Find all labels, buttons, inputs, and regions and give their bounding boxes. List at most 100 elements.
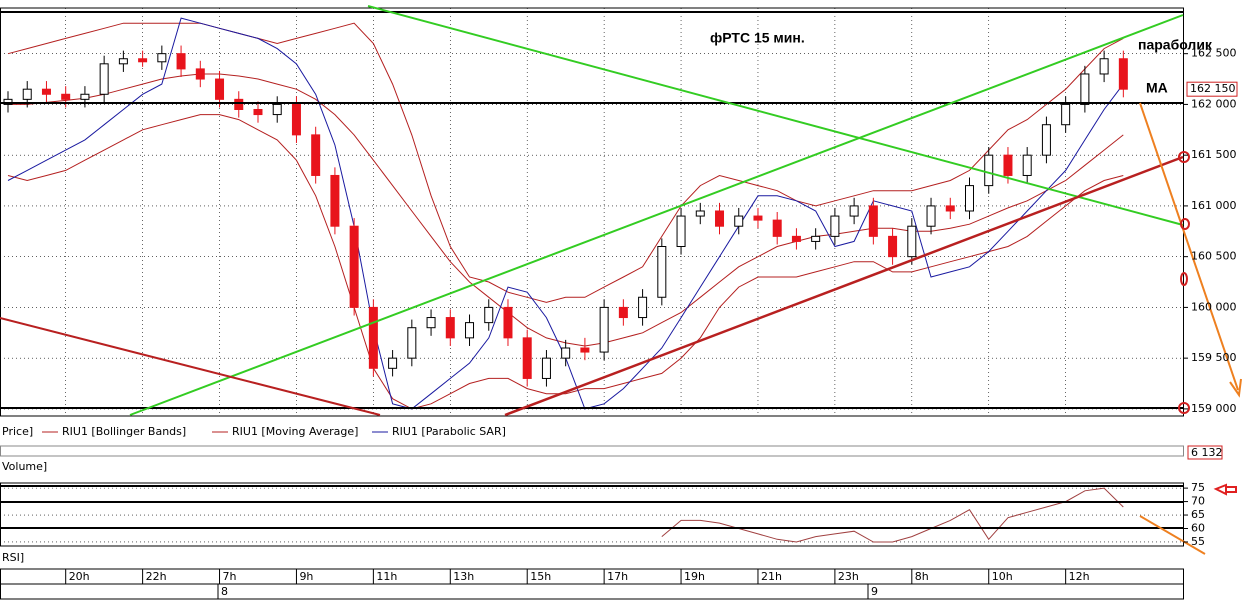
candle-body [830,215,840,237]
candle-body [1041,124,1051,156]
candle-body [157,53,167,63]
candle-body [80,93,90,100]
date-axis [0,583,1184,600]
x-tick-label: 10h [992,570,1013,583]
y-tick-label: 70 [1191,495,1205,508]
x-tick-label: 22h [146,570,167,583]
candle-body [695,210,705,217]
x-tick-label: 15h [530,570,551,583]
candle-body [99,63,109,95]
x-tick-label: 23h [838,570,859,583]
y-tick-label: 162 000 [1191,97,1237,110]
candle-body [176,53,186,70]
candle-body [926,205,936,227]
candle-body [41,88,51,95]
candle-body [522,337,532,379]
chart-title: фРТС 15 мин. [710,30,805,46]
candle-body [407,327,417,359]
candle-body [657,246,667,298]
x-tick-label: 8h [915,570,929,583]
marker [1180,218,1190,230]
legend-entry: RIU1 [Bollinger Bands] [62,425,186,438]
candle-body [965,185,974,212]
candle-body [715,210,725,227]
axes: 159 000 159 500 160 000 160 500 161 000 161 5… [65,47,1238,584]
candle-body [465,322,475,339]
candle-body [349,225,359,308]
x-tick-label: 9h [299,570,313,583]
candle-body [234,98,244,110]
trend-line [504,155,1184,417]
candle-body [811,235,821,242]
last-price: 162 150 [1190,82,1236,95]
candle-body [503,306,513,339]
candle-body [118,58,128,65]
candle-body [426,317,436,329]
candle-body [753,215,763,221]
candle-body [388,357,398,369]
candle-body [599,306,609,353]
candle-body [676,215,686,248]
volume-panel [0,445,1184,457]
candle-body [138,58,148,63]
y-tick-label: 75 [1191,481,1205,494]
candle-body [945,205,955,212]
y-tick-label: 65 [1191,508,1205,521]
candle-body [791,235,801,242]
legend-entry: RIU1 [Parabolic SAR] [392,425,506,438]
forecast-arrow [1139,515,1206,555]
candle-body [1099,58,1109,75]
volume-value-box [1187,445,1223,460]
candle-body [561,347,571,359]
candle-body [849,205,859,217]
x-tick-label: 7h [223,570,237,583]
x-tick-label: 13h [453,570,474,583]
candle-body [618,306,628,319]
y-tick-label: 60 [1191,522,1205,535]
x-tick-label: 17h [607,570,628,583]
candle-body [3,98,13,105]
last-price-box [1186,81,1238,97]
forecast-arrow [1139,102,1239,391]
candle-body [888,235,898,258]
candle-body [541,357,551,379]
panel-label: Volume] [2,460,47,473]
candle-body [253,108,263,116]
candle-body [22,88,32,100]
y-tick-label: 162 500 [1191,47,1237,60]
marker [1178,402,1190,414]
trend-line [129,14,1184,416]
price-panel [0,7,1184,417]
annotation: параболик [1138,37,1213,53]
candle-body [215,78,225,100]
bollinger-band [7,22,1124,303]
trend-line [367,5,1184,226]
y-tick-label: 161 500 [1191,148,1237,161]
x-tick-label: 12h [1069,570,1090,583]
x-tick-label: 21h [761,570,782,583]
x-tick-label: 19h [684,570,705,583]
candle-body [1080,73,1090,105]
rsi-panel [0,482,1184,547]
candle-body [484,306,494,324]
annotation: MA [1146,80,1168,96]
y-tick-label: 160 000 [1191,300,1237,313]
candle-body [311,134,321,176]
marker [1178,151,1190,163]
y-tick-label: 55 [1191,535,1205,548]
volume-value: 6 132 [1191,446,1223,459]
candle-body [445,317,455,339]
y-tick-label: 160 500 [1191,250,1237,263]
candle-body [330,174,340,227]
legend-entry: RIU1 [Moving Average] [232,425,358,438]
candle-body [368,306,378,369]
candle-body [1118,58,1128,90]
candle-body [272,103,282,116]
bollinger-band [7,114,1124,410]
candles [3,45,1128,387]
x-tick-label: 20h [69,570,90,583]
legend-label: Price] [2,425,33,438]
pointer-arrow [1213,483,1237,496]
